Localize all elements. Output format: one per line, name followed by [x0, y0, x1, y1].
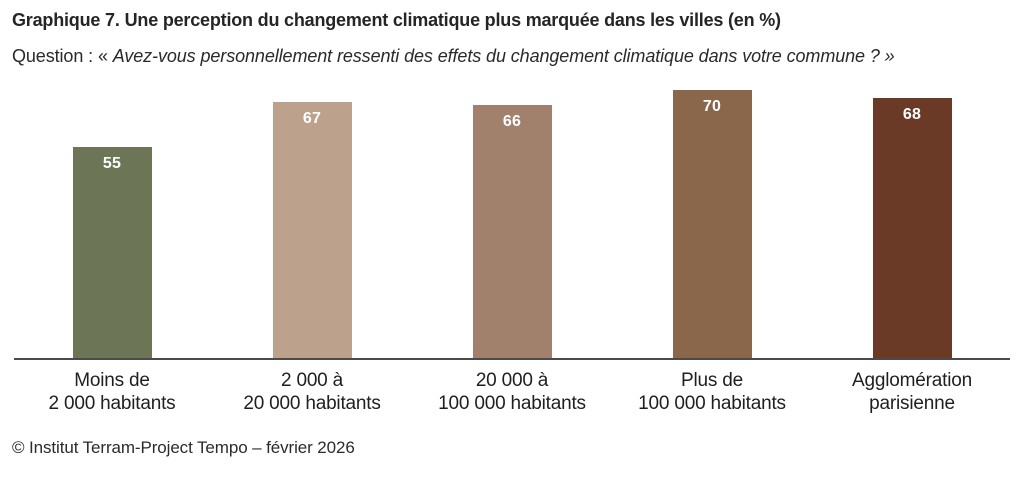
category-label-line: 2 000 habitants	[48, 393, 176, 415]
category-label: 20 000 à 100 000 habitants	[412, 369, 612, 416]
bar-column: 66	[412, 105, 612, 358]
category-label-line: Moins de	[74, 369, 150, 391]
question-label: Question : «	[12, 45, 113, 66]
bar-column: 55	[12, 147, 212, 358]
bar-chart: 55 67 66 70 68 Moins de 2 000 habitants 2 000 …	[12, 80, 1012, 416]
category-label-line: parisienne	[869, 393, 955, 415]
labels-row: Moins de 2 000 habitants 2 000 à 20 000 hab…	[12, 369, 1012, 416]
category-label-line: 20 000 à	[475, 369, 549, 391]
bar-value-label: 66	[502, 113, 522, 131]
category-label-line: 20 000 habitants	[243, 393, 381, 415]
category-label-line: 2 000 à	[281, 369, 343, 391]
bar-2: 67	[272, 101, 352, 358]
category-label-line: Plus de	[681, 369, 743, 391]
bar-value-label: 55	[102, 155, 122, 173]
x-axis-line	[14, 357, 1010, 360]
category-label-line: 100 000 habitants	[438, 393, 586, 415]
title-prefix: Graphique 7.	[12, 10, 120, 30]
category-label-line: Agglomération	[852, 369, 972, 391]
category-label: 2 000 à 20 000 habitants	[212, 369, 412, 416]
source-credit: © Institut Terram-Project Tempo – févrie…	[12, 437, 355, 457]
category-label: Moins de 2 000 habitants	[12, 369, 212, 416]
bar-column: 67	[212, 101, 412, 358]
category-label: Agglomération parisienne	[812, 369, 1012, 416]
bar-1: 55	[72, 147, 152, 358]
bars-row: 55 67 66 70 68	[12, 80, 1012, 358]
bar-column: 70	[612, 90, 812, 358]
title-text: Une perception du changement climatique …	[124, 10, 781, 30]
bar-value-label: 70	[702, 98, 722, 116]
bar-4: 70	[672, 90, 752, 358]
category-label: Plus de 100 000 habitants	[612, 369, 812, 416]
bar-5: 68	[872, 97, 952, 358]
bar-value-label: 67	[302, 109, 322, 127]
category-label-line: 100 000 habitants	[638, 393, 786, 415]
bar-column: 68	[812, 97, 1012, 358]
page-title: Graphique 7. Une perception du changement…	[12, 10, 1012, 32]
bar-value-label: 68	[902, 105, 922, 123]
question-text: Question : « Avez-vous personnellement r…	[12, 45, 962, 69]
question-quote: Avez-vous personnellement ressenti des e…	[112, 45, 895, 66]
bar-3: 66	[472, 105, 552, 358]
